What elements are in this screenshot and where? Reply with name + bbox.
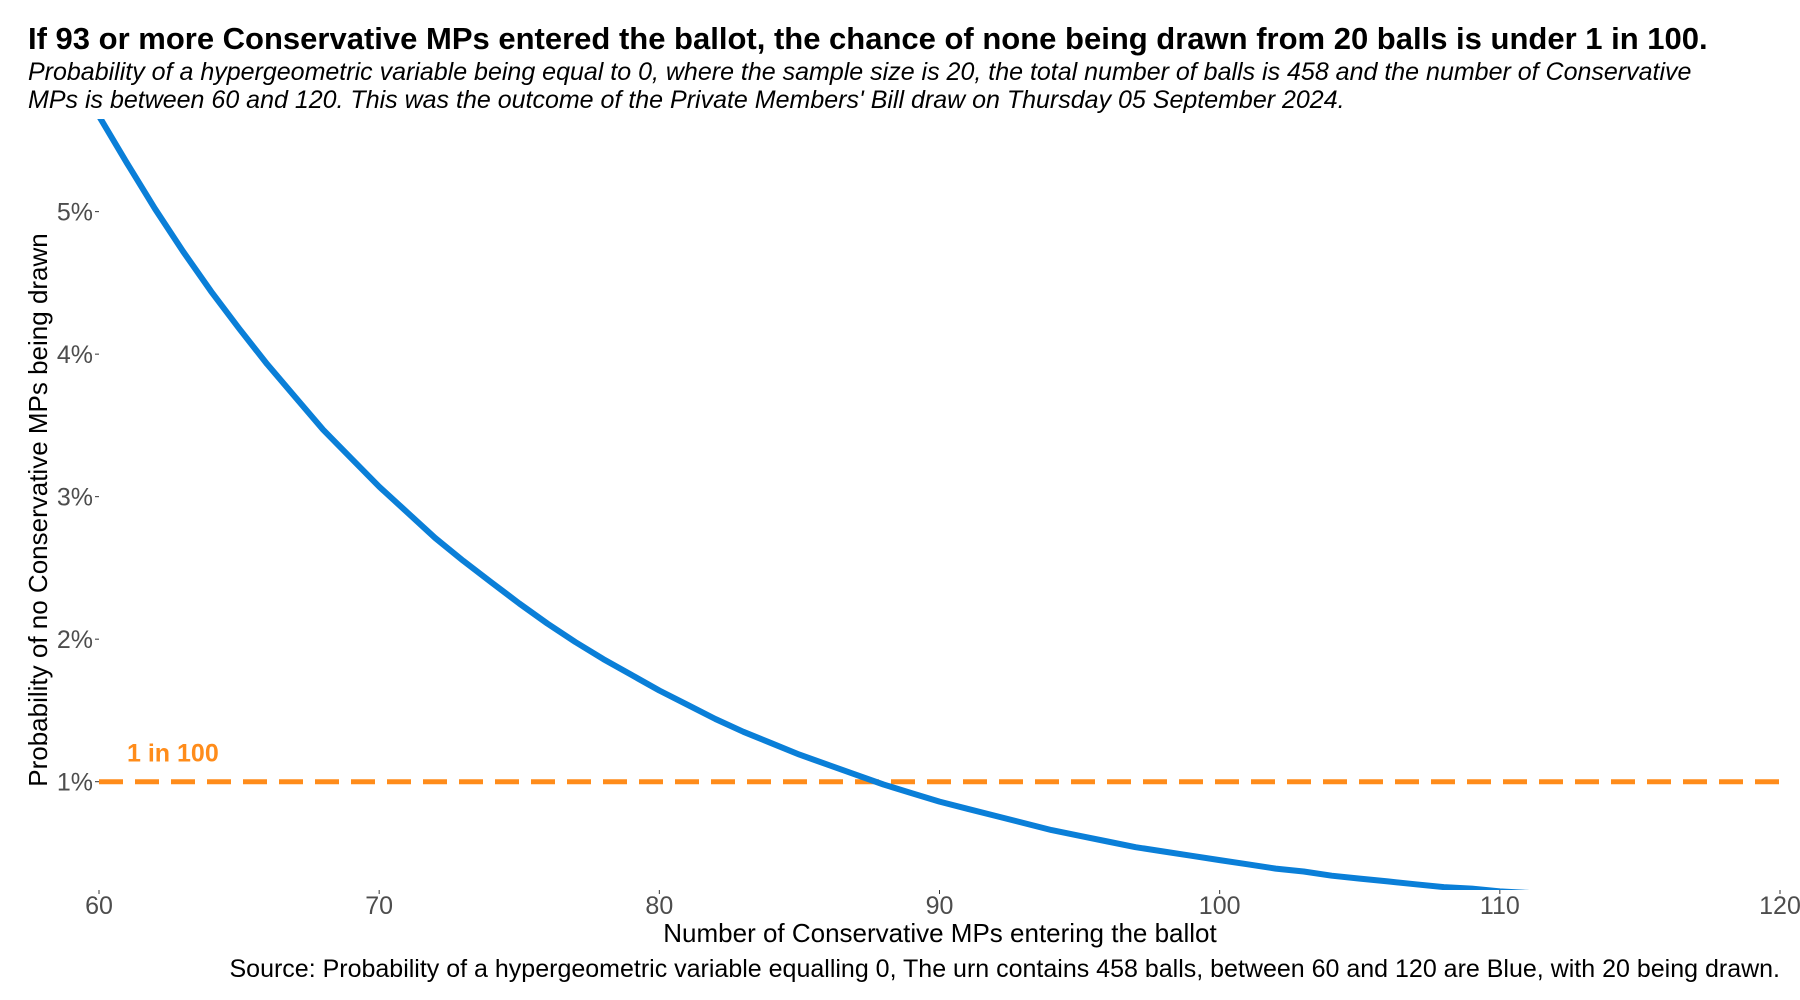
x-tick-label: 80 <box>645 892 673 920</box>
x-tick-label: 90 <box>926 892 954 920</box>
series-line-0 <box>97 119 1529 890</box>
chart-title: If 93 or more Conservative MPs entered t… <box>28 21 1708 56</box>
x-tick-label: 110 <box>1480 892 1520 920</box>
series-group <box>97 119 1529 890</box>
reference-line-label: 1 in 100 <box>127 740 219 768</box>
chart-caption: Source: Probability of a hypergeometric … <box>229 955 1780 983</box>
y-tick-label: 1% <box>57 769 93 797</box>
x-tick-label: 60 <box>85 892 113 920</box>
x-axis-label: Number of Conservative MPs entering the … <box>663 918 1217 948</box>
y-ticks-group: 1% 2% 3% 4% 5% <box>57 199 99 797</box>
reference-line-group: 1 in 100 <box>99 740 1780 785</box>
x-tick-label: 100 <box>1199 892 1241 920</box>
y-tick-label: 4% <box>57 341 93 369</box>
chart-subtitle: Probability of a hypergeometric variable… <box>28 58 1692 114</box>
x-tick-label: 120 <box>1759 892 1800 920</box>
y-tick-label: 2% <box>57 626 93 654</box>
y-tick-label: 5% <box>57 199 93 227</box>
y-tick-label: 3% <box>57 484 93 512</box>
x-ticks-group: 60 70 80 90 100 110 120 <box>85 890 1800 920</box>
x-tick-label: 70 <box>365 892 393 920</box>
y-axis-label: Probability of no Conservative MPs being… <box>23 233 53 787</box>
